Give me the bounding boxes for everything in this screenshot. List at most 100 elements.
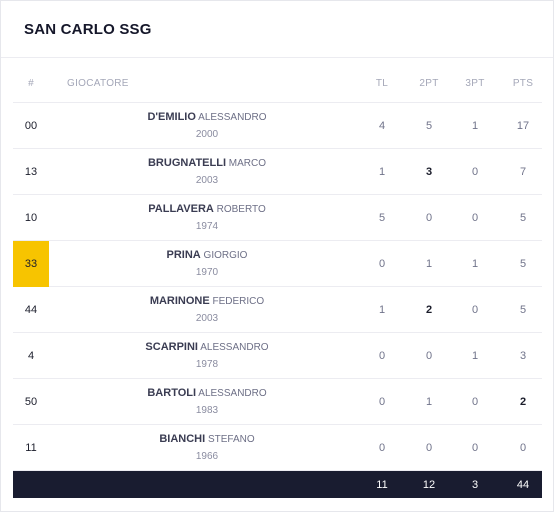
player-surname: SCARPINI xyxy=(145,340,198,353)
player-name: BIANCHI STEFANO xyxy=(159,433,254,446)
total-3pt: 3 xyxy=(471,478,479,491)
stat-tl: 0 xyxy=(378,349,386,362)
player-number: 50 xyxy=(24,395,38,408)
player-cell: BIANCHI STEFANO 1966 xyxy=(67,425,347,470)
table-body: 00 D'EMILIO ALESSANDRO 2000 4 5 1 17 13 BRUG… xyxy=(13,103,542,471)
player-number: 00 xyxy=(24,119,38,132)
stat-pt3: 0 xyxy=(471,441,479,454)
header-player: GIOCATORE xyxy=(67,78,129,89)
stat-pt2: 5 xyxy=(425,119,433,132)
player-surname: BRUGNATELLI xyxy=(147,156,226,169)
team-title: SAN CARLO SSG xyxy=(24,20,152,38)
header-3pt: 3PT xyxy=(465,78,485,89)
total-tl: 11 xyxy=(376,478,388,491)
team-header: SAN CARLO SSG xyxy=(1,1,553,58)
player-firstname: MARCO xyxy=(228,157,267,169)
player-birth-year: 2003 xyxy=(195,312,219,324)
table-row[interactable]: 00 D'EMILIO ALESSANDRO 2000 4 5 1 17 xyxy=(13,103,542,149)
player-name: MARINONE FEDERICO xyxy=(150,295,264,308)
player-number: 11 xyxy=(25,441,37,454)
player-surname: BARTOLI xyxy=(147,386,197,399)
player-name: SCARPINI ALESSANDRO xyxy=(145,341,268,354)
player-cell: D'EMILIO ALESSANDRO 2000 xyxy=(67,103,347,148)
stat-pts: 7 xyxy=(519,165,527,178)
stat-tl: 0 xyxy=(378,395,386,408)
stat-pt2: 2 xyxy=(425,303,433,316)
stat-pts: 17 xyxy=(516,119,530,132)
player-name: PRINA GIORGIO xyxy=(167,249,248,262)
player-name: D'EMILIO ALESSANDRO xyxy=(147,111,266,124)
player-number: 10 xyxy=(24,211,38,224)
player-firstname: GIORGIO xyxy=(203,249,248,261)
stat-pt3: 0 xyxy=(471,303,479,316)
stat-pt3: 1 xyxy=(471,119,479,132)
player-name: BARTOLI ALESSANDRO xyxy=(147,387,266,400)
header-tl: TL xyxy=(375,78,389,89)
total-pts: 44 xyxy=(516,478,530,491)
stat-tl: 0 xyxy=(378,257,386,270)
stat-pt3: 0 xyxy=(471,211,479,224)
stat-tl: 1 xyxy=(378,165,386,178)
player-cell: BRUGNATELLI MARCO 2003 xyxy=(67,149,347,194)
player-birth-year: 1974 xyxy=(195,220,219,232)
stat-pt2: 0 xyxy=(425,441,433,454)
player-birth-year: 1966 xyxy=(195,450,219,462)
table-row[interactable]: 33 PRINA GIORGIO 1970 0 1 1 5 xyxy=(13,241,542,287)
player-cell: MARINONE FEDERICO 2003 xyxy=(67,287,347,332)
player-birth-year: 1970 xyxy=(195,266,219,278)
player-firstname: FEDERICO xyxy=(212,295,265,307)
stat-pt2: 1 xyxy=(425,257,433,270)
stat-pt3: 1 xyxy=(471,349,479,362)
stat-pts: 5 xyxy=(519,257,527,270)
totals-row: 11 12 3 44 xyxy=(13,471,542,498)
player-surname: PALLAVERA xyxy=(148,202,214,215)
player-birth-year: 2003 xyxy=(195,174,219,186)
stat-pt3: 0 xyxy=(471,395,479,408)
stat-pts: 5 xyxy=(519,303,527,316)
table-row[interactable]: 10 PALLAVERA ROBERTO 1974 5 0 0 5 xyxy=(13,195,542,241)
stat-pts: 0 xyxy=(519,441,527,454)
stat-pt3: 1 xyxy=(471,257,479,270)
player-number: 33 xyxy=(13,241,49,287)
player-cell: SCARPINI ALESSANDRO 1978 xyxy=(67,333,347,378)
player-firstname: ROBERTO xyxy=(216,203,266,215)
stat-pts: 2 xyxy=(519,395,527,408)
table-row[interactable]: 11 BIANCHI STEFANO 1966 0 0 0 0 xyxy=(13,425,542,471)
player-surname: D'EMILIO xyxy=(147,110,196,123)
player-name: PALLAVERA ROBERTO xyxy=(148,203,265,216)
player-stats-table: # GIOCATORE TL 2PT 3PT PTS 00 D'EMILIO A… xyxy=(13,65,542,471)
player-birth-year: 2000 xyxy=(195,128,219,140)
player-number: 13 xyxy=(24,165,38,178)
player-surname: MARINONE xyxy=(149,294,210,307)
total-2pt: 12 xyxy=(422,478,436,491)
player-birth-year: 1983 xyxy=(195,404,219,416)
stat-tl: 1 xyxy=(378,303,386,316)
stat-pt2: 0 xyxy=(425,211,433,224)
player-cell: BARTOLI ALESSANDRO 1983 xyxy=(67,379,347,424)
player-number: 4 xyxy=(27,349,35,362)
player-cell: PRINA GIORGIO 1970 xyxy=(67,241,347,286)
stat-tl: 0 xyxy=(378,441,386,454)
stat-pt2: 1 xyxy=(425,395,433,408)
table-row[interactable]: 44 MARINONE FEDERICO 2003 1 2 0 5 xyxy=(13,287,542,333)
player-name: BRUGNATELLI MARCO xyxy=(148,157,266,170)
stat-pts: 5 xyxy=(519,211,527,224)
player-cell: PALLAVERA ROBERTO 1974 xyxy=(67,195,347,240)
player-surname: PRINA xyxy=(166,248,201,261)
player-firstname: ALESSANDRO xyxy=(198,111,267,123)
table-row[interactable]: 4 SCARPINI ALESSANDRO 1978 0 0 1 3 xyxy=(13,333,542,379)
player-surname: BIANCHI xyxy=(159,432,206,445)
stat-tl: 4 xyxy=(378,119,386,132)
player-birth-year: 1978 xyxy=(195,358,219,370)
header-number: # xyxy=(28,78,34,89)
player-firstname: ALESSANDRO xyxy=(198,387,267,399)
player-number: 44 xyxy=(24,303,38,316)
stat-tl: 5 xyxy=(378,211,386,224)
stat-pt3: 0 xyxy=(471,165,479,178)
stat-pt2: 3 xyxy=(425,165,433,178)
table-row[interactable]: 50 BARTOLI ALESSANDRO 1983 0 1 0 2 xyxy=(13,379,542,425)
table-header-row: # GIOCATORE TL 2PT 3PT PTS xyxy=(13,65,542,103)
stat-pts: 3 xyxy=(519,349,527,362)
